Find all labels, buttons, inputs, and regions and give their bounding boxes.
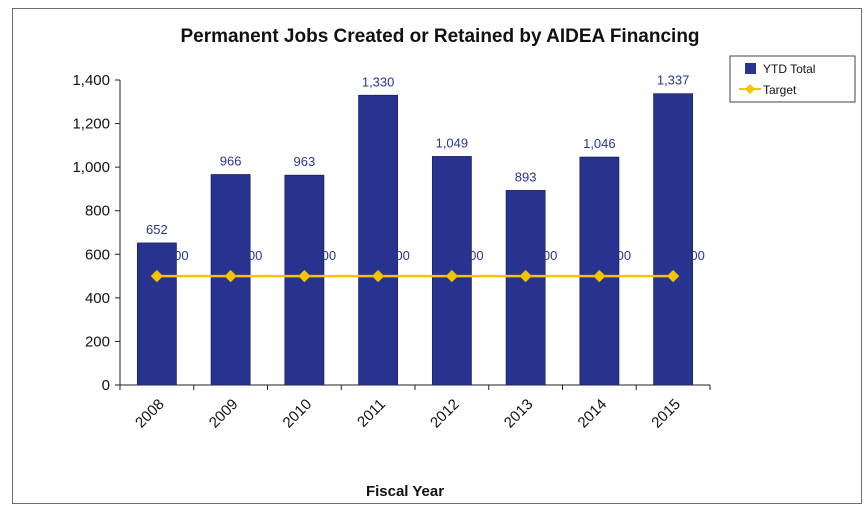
bar-data-label: 652 xyxy=(146,222,168,237)
y-tick-label: 200 xyxy=(85,333,110,350)
x-tick-label: 2012 xyxy=(427,396,463,432)
target-point xyxy=(224,269,237,283)
bar-data-label: 1,046 xyxy=(583,136,616,151)
target-data-label: 500 xyxy=(609,248,631,263)
target-data-label: 500 xyxy=(241,248,263,263)
x-tick-label: 2015 xyxy=(648,396,684,432)
legend-swatch-ytd-total xyxy=(745,63,756,74)
y-tick-label: 600 xyxy=(85,246,110,263)
x-tick-label: 2014 xyxy=(575,396,611,432)
target-point xyxy=(371,269,385,283)
legend-label-target: Target xyxy=(763,83,797,97)
legend: YTD Total Target xyxy=(729,55,856,103)
target-point xyxy=(150,269,164,283)
target-series: 500 500 500 500 500 500 500 500 xyxy=(150,248,705,283)
bar-data-label: 1,330 xyxy=(362,74,395,89)
x-tick-label: 2008 xyxy=(132,396,168,432)
y-tick-label: 1,000 xyxy=(72,159,110,176)
y-tick-label: 1,200 xyxy=(72,116,110,133)
bar-data-label: 966 xyxy=(220,154,242,169)
target-point xyxy=(666,269,680,283)
target-data-label: 500 xyxy=(388,248,410,263)
chart-title: Permanent Jobs Created or Retained by AI… xyxy=(180,26,699,47)
target-data-label: 500 xyxy=(462,248,484,263)
bar xyxy=(358,94,399,386)
target-data-label: 500 xyxy=(536,248,558,263)
x-tick-label: 2013 xyxy=(501,396,537,432)
bar-data-label: 893 xyxy=(515,169,537,184)
x-axis-label: Fiscal Year xyxy=(366,483,444,500)
x-tick-label: 2010 xyxy=(280,396,316,432)
bar xyxy=(653,93,694,386)
legend-label-ytd-total: YTD Total xyxy=(763,62,815,76)
x-tick-label: 2009 xyxy=(206,396,242,432)
x-axis-ticks: 2008 2009 2010 2011 2012 2013 2014 2015 xyxy=(132,396,684,432)
target-data-label: 500 xyxy=(167,248,189,263)
legend-marker-target xyxy=(745,84,755,94)
target-data-label: 500 xyxy=(314,248,336,263)
bar-data-label: 1,049 xyxy=(436,135,469,150)
y-tick-label: 800 xyxy=(85,203,110,220)
bar-series: 652 966 963 1,330 1,049 893 1,046 1,337 xyxy=(136,73,694,386)
x-tick-label: 2011 xyxy=(354,396,389,431)
y-tick-label: 1,400 xyxy=(72,72,110,89)
target-point xyxy=(298,269,311,283)
target-point xyxy=(593,269,606,283)
bar xyxy=(505,190,546,386)
y-tick-label: 0 xyxy=(102,377,110,394)
target-data-label: 500 xyxy=(683,248,705,263)
target-point xyxy=(445,269,459,283)
target-point xyxy=(519,269,532,283)
legend-box xyxy=(729,55,856,103)
bar xyxy=(136,242,177,386)
bar-data-label: 1,337 xyxy=(657,73,690,88)
y-tick-label: 400 xyxy=(85,290,110,307)
bar-data-label: 963 xyxy=(294,154,316,169)
